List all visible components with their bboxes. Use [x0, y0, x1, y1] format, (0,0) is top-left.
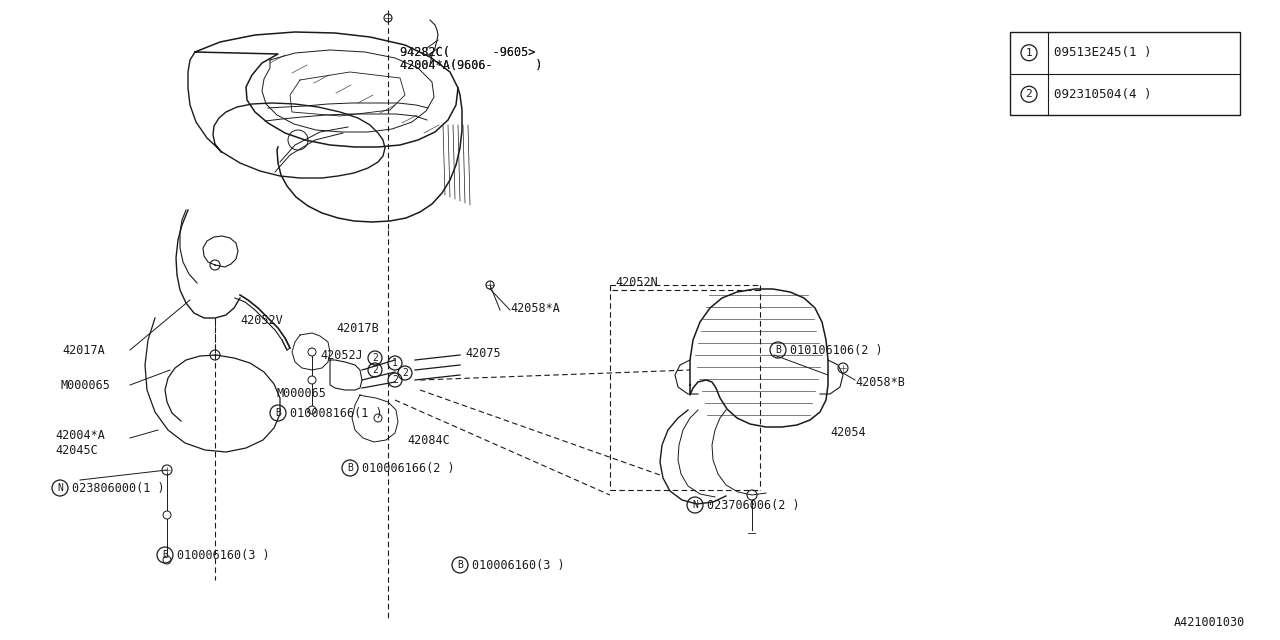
Text: 010006166(2 ): 010006166(2 ) [362, 461, 454, 474]
Text: 092310504(4 ): 092310504(4 ) [1053, 88, 1152, 100]
Text: B: B [457, 560, 463, 570]
Text: 010006160(3 ): 010006160(3 ) [177, 548, 270, 561]
Text: 2: 2 [402, 368, 408, 378]
Text: 42084C: 42084C [407, 433, 449, 447]
Text: 42058*B: 42058*B [855, 376, 905, 388]
Text: 2: 2 [372, 365, 378, 375]
Text: A421001030: A421001030 [1174, 616, 1245, 628]
Text: 023806000(1 ): 023806000(1 ) [72, 481, 165, 495]
Text: 42004*A: 42004*A [55, 429, 105, 442]
Text: N: N [58, 483, 63, 493]
Text: 42058*A: 42058*A [509, 301, 559, 314]
Text: 42054: 42054 [829, 426, 865, 438]
Text: 010006160(3 ): 010006160(3 ) [472, 559, 564, 572]
Text: 010008166(1 ): 010008166(1 ) [291, 406, 383, 419]
Text: 010106106(2 ): 010106106(2 ) [790, 344, 883, 356]
Text: 2: 2 [392, 375, 398, 385]
Text: 94282C(      -9605>: 94282C( -9605> [401, 45, 535, 58]
Text: 09513E245(1 ): 09513E245(1 ) [1053, 46, 1152, 60]
Text: B: B [347, 463, 353, 473]
Text: 42017B: 42017B [337, 321, 379, 335]
Text: 42045C: 42045C [55, 444, 97, 456]
Text: 94282C(      -9605>: 94282C( -9605> [401, 45, 535, 58]
Bar [1010, 32, 1240, 115]
Text: N: N [692, 500, 698, 510]
Text: 1: 1 [392, 358, 398, 368]
Text: 42052V: 42052V [241, 314, 283, 326]
Text: 42004*A(9606-      ): 42004*A(9606- ) [401, 58, 543, 72]
Text: 42052J: 42052J [320, 349, 362, 362]
Text: B: B [776, 345, 781, 355]
Text: 1: 1 [1025, 48, 1033, 58]
Text: 42004*A(9606-      ): 42004*A(9606- ) [401, 58, 543, 72]
Text: B: B [275, 408, 280, 418]
Text: 2: 2 [372, 353, 378, 363]
Text: M000065: M000065 [60, 378, 110, 392]
Text: 42052N: 42052N [614, 275, 658, 289]
Text: M000065: M000065 [276, 387, 326, 399]
Text: 42075: 42075 [465, 346, 500, 360]
Text: 2: 2 [1025, 89, 1033, 99]
Text: 42017A: 42017A [61, 344, 105, 356]
Text: B: B [163, 550, 168, 560]
Text: 023706006(2 ): 023706006(2 ) [707, 499, 800, 511]
